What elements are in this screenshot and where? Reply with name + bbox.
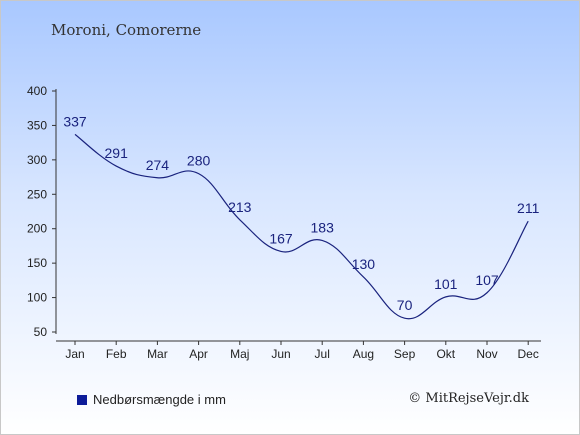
data-label: 107 xyxy=(475,272,499,288)
y-tick-label: 350 xyxy=(27,118,47,132)
y-tick-label: 250 xyxy=(27,187,47,201)
x-tick-label: Mar xyxy=(147,347,168,361)
x-tick-label: Feb xyxy=(106,347,127,361)
data-label: 213 xyxy=(228,199,252,215)
data-label: 274 xyxy=(146,157,170,173)
data-label: 183 xyxy=(311,219,335,235)
x-tick-label: Dec xyxy=(518,347,539,361)
y-tick-label: 300 xyxy=(27,153,47,167)
chart-title: Moroni, Comorerne xyxy=(51,21,202,39)
y-tick-label: 50 xyxy=(34,325,48,339)
y-tick-label: 200 xyxy=(27,222,47,236)
data-label: 101 xyxy=(434,276,458,292)
data-label: 280 xyxy=(187,153,211,169)
data-label: 291 xyxy=(105,145,129,161)
legend: Nedbørsmængde i mm xyxy=(77,392,226,407)
x-tick-label: Sep xyxy=(394,347,416,361)
credit-text: © MitRejseVejr.dk xyxy=(408,391,529,406)
y-tick-label: 400 xyxy=(27,84,47,98)
x-tick-label: Aug xyxy=(353,347,374,361)
x-tick-label: Maj xyxy=(230,347,249,361)
y-tick-label: 100 xyxy=(27,291,47,305)
x-tick-label: Okt xyxy=(436,347,455,361)
legend-label: Nedbørsmængde i mm xyxy=(93,392,226,407)
x-tick-label: Nov xyxy=(476,347,497,361)
data-label: 337 xyxy=(63,113,87,129)
x-tick-label: Apr xyxy=(189,347,208,361)
data-label: 130 xyxy=(352,256,376,272)
x-tick-label: Jun xyxy=(271,347,290,361)
data-label: 211 xyxy=(517,200,540,216)
data-label: 70 xyxy=(397,297,413,313)
data-label: 167 xyxy=(269,230,293,246)
legend-swatch xyxy=(77,394,87,405)
rainfall-series-line xyxy=(74,133,529,320)
y-tick-label: 150 xyxy=(27,256,47,270)
x-tick-label: Jan xyxy=(65,347,84,361)
x-tick-label: Jul xyxy=(315,347,330,361)
